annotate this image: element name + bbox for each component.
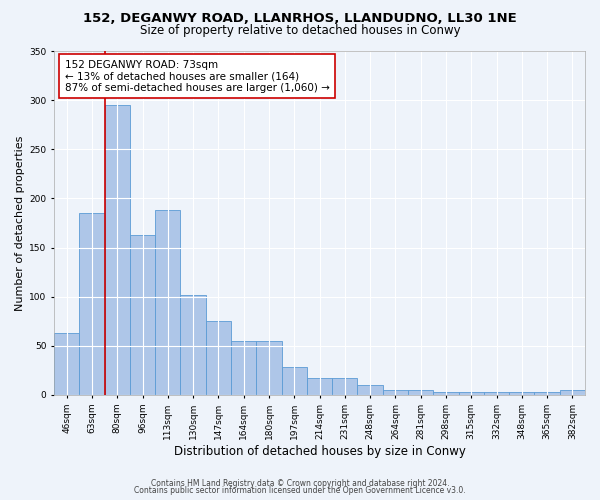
- Text: Contains public sector information licensed under the Open Government Licence v3: Contains public sector information licen…: [134, 486, 466, 495]
- Bar: [231, 341, 256, 395]
- Bar: [383, 390, 408, 395]
- Bar: [358, 385, 383, 395]
- Bar: [509, 392, 535, 395]
- Bar: [206, 321, 231, 395]
- Bar: [104, 105, 130, 395]
- Bar: [535, 392, 560, 395]
- Bar: [433, 392, 458, 395]
- Bar: [484, 392, 509, 395]
- Bar: [307, 378, 332, 395]
- Bar: [130, 235, 155, 395]
- Bar: [54, 333, 79, 395]
- Bar: [408, 390, 433, 395]
- Bar: [332, 378, 358, 395]
- Bar: [79, 213, 104, 395]
- Y-axis label: Number of detached properties: Number of detached properties: [15, 136, 25, 310]
- Bar: [560, 390, 585, 395]
- X-axis label: Distribution of detached houses by size in Conwy: Distribution of detached houses by size …: [173, 444, 466, 458]
- Bar: [181, 294, 206, 395]
- Text: 152 DEGANWY ROAD: 73sqm
← 13% of detached houses are smaller (164)
87% of semi-d: 152 DEGANWY ROAD: 73sqm ← 13% of detache…: [65, 60, 329, 93]
- Text: 152, DEGANWY ROAD, LLANRHOS, LLANDUDNO, LL30 1NE: 152, DEGANWY ROAD, LLANRHOS, LLANDUDNO, …: [83, 12, 517, 26]
- Bar: [458, 392, 484, 395]
- Bar: [281, 368, 307, 395]
- Bar: [155, 210, 181, 395]
- Bar: [256, 341, 281, 395]
- Text: Size of property relative to detached houses in Conwy: Size of property relative to detached ho…: [140, 24, 460, 37]
- Text: Contains HM Land Registry data © Crown copyright and database right 2024.: Contains HM Land Registry data © Crown c…: [151, 478, 449, 488]
